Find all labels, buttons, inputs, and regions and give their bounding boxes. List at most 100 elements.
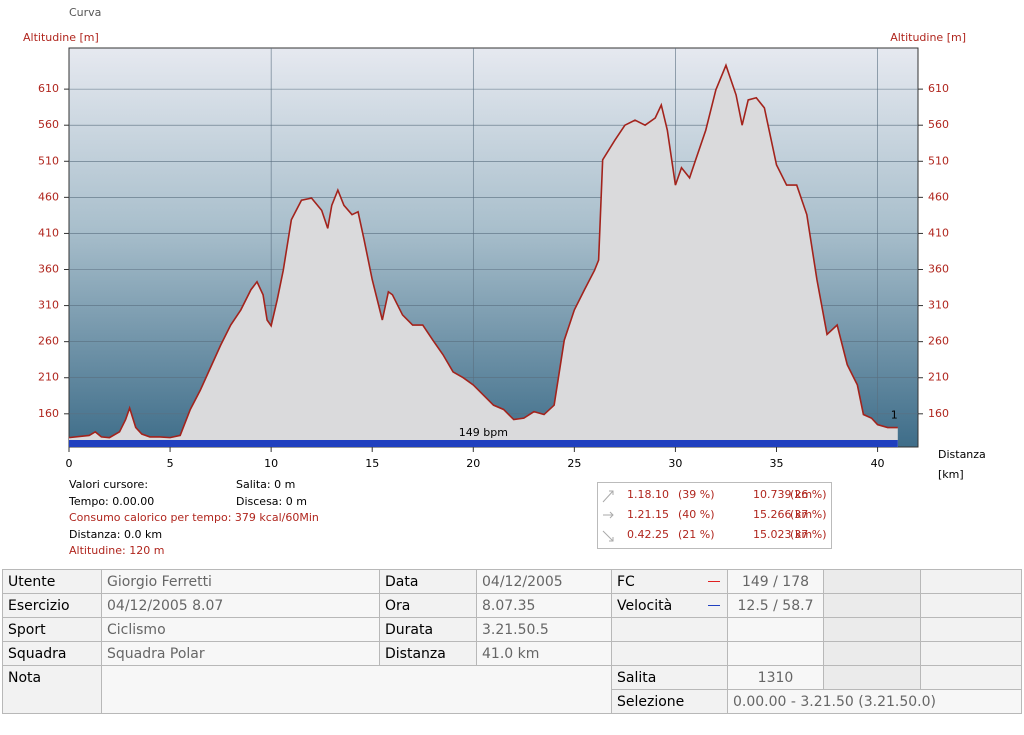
cell (823, 617, 921, 642)
label: Squadra (2, 641, 102, 666)
stat-value: (40 %) (678, 508, 715, 521)
cell (920, 665, 1022, 690)
value: Ciclismo (101, 617, 380, 642)
cursor-distance: Distanza: 0.0 km (69, 528, 162, 541)
x-tick-label: 35 (770, 457, 784, 470)
x-tick-label: 5 (167, 457, 174, 470)
label: Durata (379, 617, 477, 642)
value: Squadra Polar (101, 641, 380, 666)
cell (920, 617, 1022, 642)
y2-tick-label: 210 (928, 371, 949, 384)
x-tick-label: 25 (567, 457, 581, 470)
header: Curva (69, 6, 101, 19)
value: 04/12/2005 (476, 569, 612, 594)
label: Data (379, 569, 477, 594)
y2-tick-label: 510 (928, 154, 949, 167)
y-tick-label: 460 (38, 190, 59, 203)
stat-value: (39 %) (678, 488, 715, 501)
cell (823, 641, 921, 666)
y-label: Altitudine [m] (23, 31, 99, 44)
stat-value: 1.21.15 (627, 508, 669, 521)
y-tick-label: 360 (38, 263, 59, 276)
x-tick-label: 40 (871, 457, 885, 470)
label: Sport (2, 617, 102, 642)
value: 149 / 178 (727, 569, 824, 594)
value: 04/12/2005 8.07 (101, 593, 380, 618)
stat-value: 1.18.10 (627, 488, 669, 501)
label: Velocità (611, 593, 728, 618)
lap-label: 1 (891, 409, 898, 422)
y-tick-label: 610 (38, 82, 59, 95)
x-tick-label: 10 (264, 457, 278, 470)
x-tick-label: 0 (66, 457, 73, 470)
x-unit: [km] (938, 468, 964, 481)
stat-value: (37 %) (790, 508, 827, 521)
cell (727, 641, 824, 666)
info-table: Utente Giorgio Ferretti Data 04/12/2005 FC 14… (2, 569, 1022, 714)
label: FC (611, 569, 728, 594)
hr-bar (69, 440, 898, 447)
value: 8.07.35 (476, 593, 612, 618)
cell (920, 641, 1022, 666)
x-tick-label: 15 (365, 457, 379, 470)
y-tick-label: 210 (38, 371, 59, 384)
stat-value: 15.023 km (753, 528, 812, 541)
value: 3.21.50.5 (476, 617, 612, 642)
cursor-altitude: Altitudine: 120 m (69, 544, 164, 557)
arrow-icon (602, 490, 614, 503)
hr-label: 149 bpm (459, 426, 508, 439)
y2-tick-label: 460 (928, 190, 949, 203)
y2-label: Altitudine [m] (890, 31, 966, 44)
label: Esercizio (2, 593, 102, 618)
y2-tick-label: 160 (928, 407, 949, 420)
legend-swatch (708, 605, 720, 606)
cell (920, 569, 1022, 594)
cell (823, 665, 921, 690)
stat-value: (26 %) (790, 488, 827, 501)
stat-value: 10.739 km (753, 488, 812, 501)
y2-tick-label: 610 (928, 82, 949, 95)
label: Nota (2, 665, 102, 714)
label: Salita (611, 665, 728, 690)
y-tick-label: 310 (38, 299, 59, 312)
altitude-line (68, 63, 898, 439)
y2-tick-label: 560 (928, 118, 949, 131)
chart: Curva Altitudine [m] Altitudine [m] Dist… (23, 6, 986, 557)
label: Utente (2, 569, 102, 594)
stat-value: (21 %) (678, 528, 715, 541)
value: 41.0 km (476, 641, 612, 666)
stat-value: (37 %) (790, 528, 827, 541)
arrow-icon (602, 530, 614, 542)
cell (611, 617, 728, 642)
area-fill (69, 65, 898, 447)
y-tick-label: 560 (38, 118, 59, 131)
value: 1310 (727, 665, 824, 690)
stats-box (597, 482, 832, 549)
y2-tick-label: 360 (928, 263, 949, 276)
stat-value: 0.42.25 (627, 528, 669, 541)
y2-tick-label: 310 (928, 299, 949, 312)
y-tick-label: 410 (38, 226, 59, 239)
legend-swatch (708, 581, 720, 582)
y-tick-label: 260 (38, 335, 59, 348)
cursor-ascent: Salita: 0 m (236, 478, 295, 491)
cell (727, 617, 824, 642)
y-tick-label: 160 (38, 407, 59, 420)
x-tick-label: 20 (466, 457, 480, 470)
y-tick-label: 510 (38, 154, 59, 167)
cell (611, 641, 728, 666)
cursor-time: Tempo: 0.00.00 (68, 495, 154, 508)
cursor-descent: Discesa: 0 m (236, 495, 307, 508)
label: FC (617, 573, 635, 590)
x-tick-label: 30 (668, 457, 682, 470)
value: Giorgio Ferretti (101, 569, 380, 594)
cell (823, 593, 921, 618)
stat-value: 15.266 km (753, 508, 812, 521)
arrow-icon (603, 511, 614, 519)
label: Velocità (617, 597, 673, 614)
y2-tick-label: 260 (928, 335, 949, 348)
cursor-calories: Consumo calorico per tempo: 379 kcal/60M… (69, 511, 319, 524)
cell (920, 593, 1022, 618)
cell (823, 569, 921, 594)
